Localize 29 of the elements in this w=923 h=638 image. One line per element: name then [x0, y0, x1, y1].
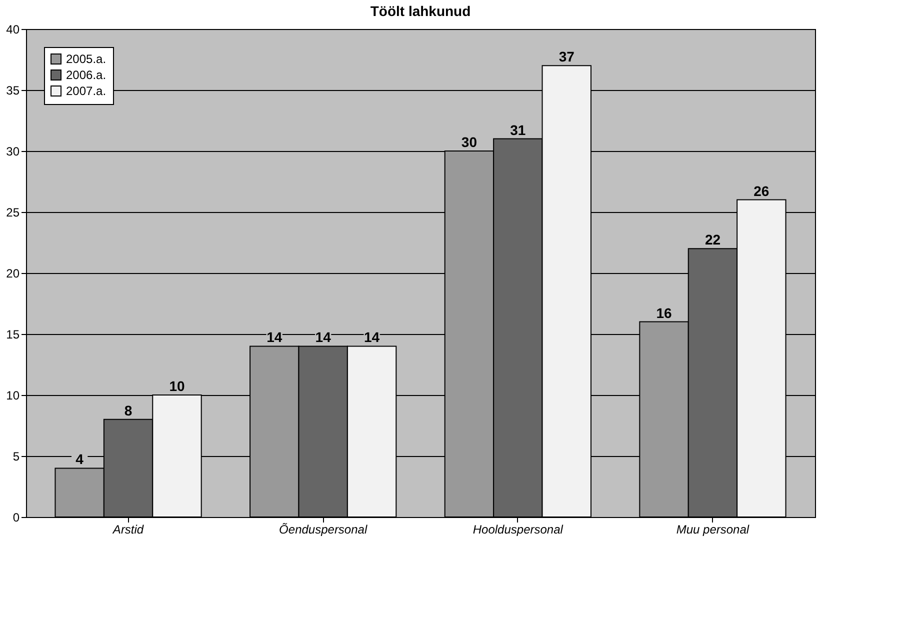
legend-label: 2006.a. [66, 68, 106, 82]
x-tick-label: Muu personal [676, 522, 750, 536]
legend-label: 2007.a. [66, 84, 106, 98]
data-label: 26 [754, 182, 770, 199]
chart-title: Töölt lahkunud [370, 3, 471, 19]
data-label: 16 [656, 304, 672, 321]
y-tick-label: 30 [6, 144, 20, 158]
y-tick-label: 35 [6, 84, 20, 98]
data-label: 22 [704, 232, 721, 248]
data-label: 8 [124, 402, 132, 418]
data-label: 14 [266, 329, 282, 346]
data-label: 4 [76, 451, 84, 468]
y-tick-label: 15 [6, 328, 20, 342]
y-tick-label: 0 [12, 510, 20, 524]
x-tick-label: Õenduspersonal [279, 522, 368, 536]
data-label: 30 [461, 134, 478, 150]
data-label: 31 [510, 122, 526, 138]
y-tick-label: 5 [12, 450, 20, 464]
data-label: 37 [558, 48, 575, 65]
x-tick-label: Hoolduspersonal [472, 522, 564, 536]
data-label: 14 [315, 329, 332, 346]
data-label: 10 [169, 378, 185, 394]
y-tick-label: 40 [6, 22, 20, 36]
legend-label: 2005.a. [66, 52, 106, 66]
y-tick-label: 25 [6, 206, 20, 220]
y-tick-label: 20 [6, 266, 20, 280]
x-tick-label: Arstid [112, 522, 144, 536]
y-tick-label: 10 [6, 388, 20, 402]
data-label: 14 [364, 329, 380, 346]
